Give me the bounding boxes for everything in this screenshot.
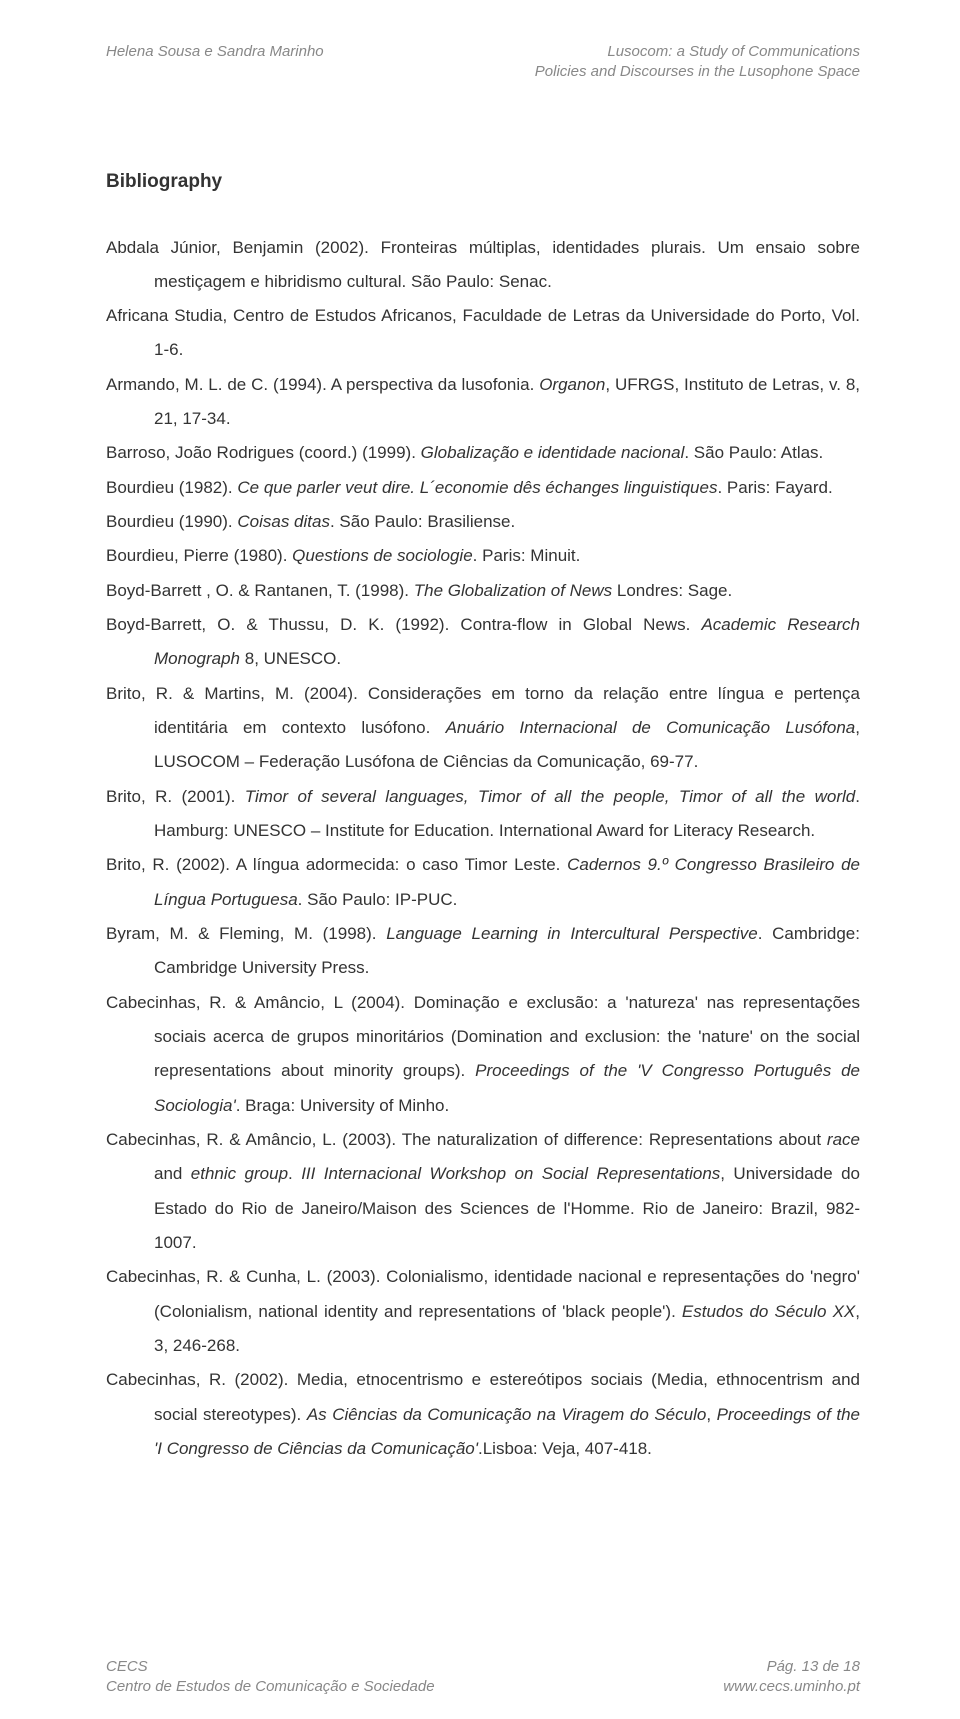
bibliography-entry: Africana Studia, Centro de Estudos Afric… — [106, 299, 860, 368]
header-authors: Helena Sousa e Sandra Marinho — [106, 43, 324, 60]
bibliography-entry: Boyd-Barrett, O. & Thussu, D. K. (1992).… — [106, 608, 860, 677]
bibliography-entry: Abdala Júnior, Benjamin (2002). Fronteir… — [106, 231, 860, 300]
bibliography-entry: Brito, R. (2002). A língua adormecida: o… — [106, 848, 860, 917]
bibliography-entry: Cabecinhas, R. & Cunha, L. (2003). Colon… — [106, 1260, 860, 1363]
bibliography-entry: Bourdieu (1990). Coisas ditas. São Paulo… — [106, 505, 860, 539]
bibliography-entry: Barroso, João Rodrigues (coord.) (1999).… — [106, 436, 860, 470]
bibliography-list: Abdala Júnior, Benjamin (2002). Fronteir… — [106, 231, 860, 1467]
bibliography-entry: Cabecinhas, R. & Amâncio, L (2004). Domi… — [106, 986, 860, 1123]
footer-url: www.cecs.uminho.pt — [723, 1678, 860, 1695]
bibliography-entry: Brito, R. (2001). Timor of several langu… — [106, 780, 860, 849]
footer-right: Pág. 13 de 18 www.cecs.uminho.pt — [723, 1657, 860, 1698]
bibliography-entry: Bourdieu, Pierre (1980). Questions de so… — [106, 539, 860, 573]
footer-institution-full: Centro de Estudos de Comunicação e Socie… — [106, 1678, 435, 1695]
bibliography-entry: Byram, M. & Fleming, M. (1998). Language… — [106, 917, 860, 986]
header-left: Helena Sousa e Sandra Marinho — [106, 42, 324, 83]
bibliography-entry: Cabecinhas, R. & Amâncio, L. (2003). The… — [106, 1123, 860, 1260]
running-header: Helena Sousa e Sandra Marinho Lusocom: a… — [106, 42, 860, 83]
bibliography-entry: Cabecinhas, R. (2002). Media, etnocentri… — [106, 1363, 860, 1466]
bibliography-entry: Brito, R. & Martins, M. (2004). Consider… — [106, 677, 860, 780]
page: Helena Sousa e Sandra Marinho Lusocom: a… — [0, 0, 960, 1719]
header-title-line1: Lusocom: a Study of Communications — [607, 43, 860, 60]
footer-page-number: Pág. 13 de 18 — [767, 1658, 860, 1675]
bibliography-entry: Boyd-Barrett , O. & Rantanen, T. (1998).… — [106, 574, 860, 608]
bibliography-entry: Bourdieu (1982). Ce que parler veut dire… — [106, 471, 860, 505]
bibliography-entry: Armando, M. L. de C. (1994). A perspecti… — [106, 368, 860, 437]
running-footer: CECS Centro de Estudos de Comunicação e … — [106, 1657, 860, 1698]
footer-institution-abbr: CECS — [106, 1658, 148, 1675]
footer-left: CECS Centro de Estudos de Comunicação e … — [106, 1657, 435, 1698]
header-right: Lusocom: a Study of Communications Polic… — [535, 42, 860, 83]
header-title-line2: Policies and Discourses in the Lusophone… — [535, 63, 860, 80]
section-title: Bibliography — [106, 171, 860, 193]
